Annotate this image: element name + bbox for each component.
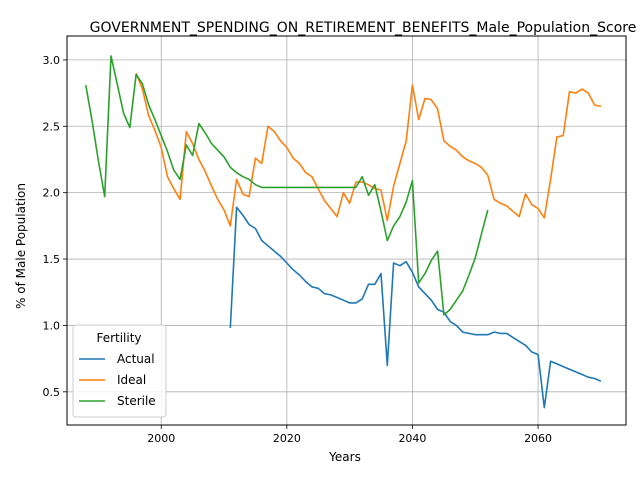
legend-label-actual: Actual — [117, 352, 155, 366]
grid — [67, 36, 626, 425]
y-tick-label: 2.5 — [43, 120, 61, 133]
y-axis-ticks: 0.5 1.0 1.5 2.0 2.5 3.0 — [43, 54, 67, 399]
legend-items: Actual Ideal Sterile — [79, 352, 156, 408]
chart-title: GOVERNMENT_SPENDING_ON_RETIREMENT_BENEFI… — [90, 20, 637, 36]
y-tick-label: 2.0 — [43, 187, 61, 200]
y-tick-label: 1.0 — [43, 319, 61, 332]
series-line-ideal — [135, 72, 602, 227]
series-lines — [85, 55, 602, 409]
x-axis-label: Years — [328, 450, 361, 464]
legend-label-ideal: Ideal — [117, 373, 146, 387]
x-tick-label: 2040 — [398, 432, 426, 445]
legend-label-sterile: Sterile — [117, 394, 156, 408]
x-tick-label: 2020 — [273, 432, 301, 445]
y-tick-label: 0.5 — [43, 386, 61, 399]
series-line-sterile — [85, 55, 489, 316]
legend-title: Fertility — [96, 331, 141, 345]
plot-frame — [66, 35, 627, 426]
legend-box — [72, 324, 167, 418]
x-axis-ticks: 2000 2020 2040 2060 — [147, 425, 552, 445]
series-line-actual — [229, 206, 602, 409]
x-tick-label: 2060 — [524, 432, 552, 445]
y-tick-label: 3.0 — [43, 54, 61, 67]
y-tick-label: 1.5 — [43, 253, 61, 266]
y-axis-label: % of Male Population — [14, 183, 28, 309]
legend: Fertility Actual Ideal Sterile — [72, 324, 167, 418]
x-tick-label: 2000 — [147, 432, 175, 445]
